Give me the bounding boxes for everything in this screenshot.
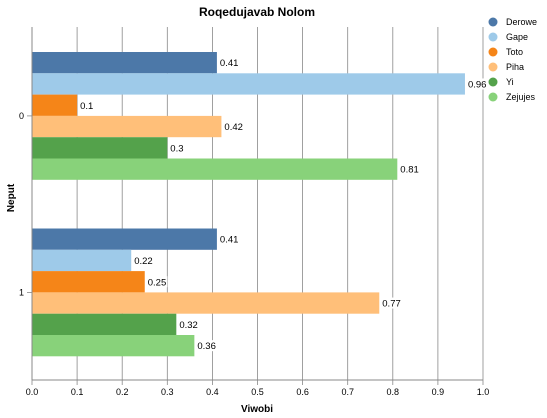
- data-label-background: [218, 233, 240, 245]
- legend-swatch: [488, 32, 498, 42]
- legend-label: Piha: [506, 62, 524, 72]
- x-tick-label: 0.5: [251, 387, 264, 397]
- data-label: 0.36: [197, 341, 216, 352]
- axes: 0.0 0.1 0.2 0.3 0.4 0.5 0.6 0.7 0.8 0.9 1.0 0 1: [19, 27, 489, 397]
- bar: [32, 73, 465, 95]
- legend-swatch: [488, 92, 498, 102]
- data-label-background: [196, 340, 217, 352]
- bar: [32, 271, 145, 293]
- legend-swatch: [488, 62, 498, 72]
- data-label: 0.42: [224, 122, 243, 133]
- data-label: 0.96: [468, 79, 487, 90]
- bar: [32, 137, 168, 159]
- x-tick-label: 0.8: [387, 387, 400, 397]
- legend-swatch: [488, 77, 498, 87]
- data-label: 0.77: [382, 299, 401, 310]
- data-label: 0.22: [134, 256, 153, 267]
- x-tick-label: 0.9: [432, 387, 445, 397]
- data-label: 0.81: [400, 165, 419, 176]
- bars: [32, 52, 465, 357]
- x-tick-label: 0.7: [341, 387, 354, 397]
- legend-swatch: [488, 47, 498, 57]
- x-tick-label: 0.6: [296, 387, 309, 397]
- x-axis-title: Viwobi: [241, 404, 273, 415]
- legend: Derowe Gape Toto Piha Yi Zejujes: [488, 17, 537, 102]
- data-label: 0.41: [220, 58, 239, 69]
- x-tick-label: 0.1: [71, 387, 84, 397]
- bar: [32, 158, 398, 180]
- y-axis-title: Neput: [6, 183, 17, 212]
- data-label-background: [381, 297, 402, 309]
- x-tick-label: 1.0: [477, 387, 490, 397]
- data-label-background: [79, 99, 95, 111]
- data-label-background: [133, 254, 154, 266]
- bar: [32, 335, 195, 357]
- data-label-background: [146, 276, 168, 288]
- bar: [32, 52, 217, 74]
- data-label: 0.3: [170, 143, 183, 154]
- data-label: 0.25: [148, 277, 167, 288]
- chart-title: Roqedujavab Nolom: [199, 5, 315, 19]
- legend-label: Gape: [506, 32, 528, 42]
- bar: [32, 292, 380, 314]
- legend-label: Yi: [506, 77, 514, 87]
- data-label-background: [399, 163, 420, 175]
- x-tick-label: 0.2: [116, 387, 129, 397]
- legend-swatch: [488, 17, 498, 27]
- bar: [32, 115, 222, 138]
- data-labels: 0.41 0.96 0.1 0.42 0.3 0.81 0.41 0.22 0.25 0.77 0.…: [79, 57, 488, 352]
- bar: [32, 228, 217, 250]
- legend-label: Derowe: [506, 17, 537, 27]
- y-tick-label: 0: [19, 111, 24, 121]
- y-tick-label: 1: [19, 287, 24, 297]
- data-label-background: [466, 78, 488, 90]
- data-label-background: [223, 121, 244, 133]
- bar: [32, 249, 132, 272]
- bar: [32, 313, 177, 335]
- data-label: 0.1: [80, 101, 93, 112]
- data-label-background: [218, 57, 240, 69]
- data-label: 0.32: [179, 320, 198, 331]
- legend-label: Toto: [506, 47, 523, 57]
- x-tick-label: 0.0: [26, 387, 39, 397]
- bar: [32, 94, 78, 116]
- data-label: 0.41: [220, 235, 239, 246]
- data-label-background: [169, 142, 185, 154]
- legend-label: Zejujes: [506, 92, 536, 102]
- data-label-background: [178, 318, 199, 330]
- x-tick-label: 0.3: [161, 387, 174, 397]
- x-tick-label: 0.4: [206, 387, 219, 397]
